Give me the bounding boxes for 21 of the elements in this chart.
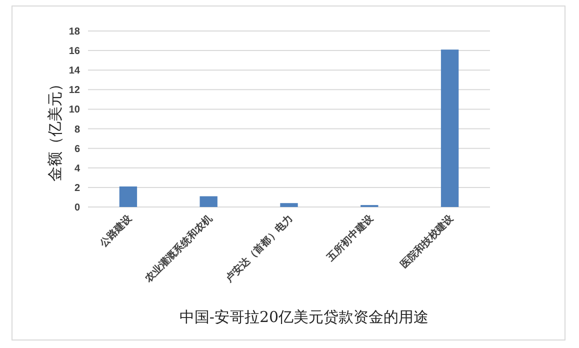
- x-tick-label: 医院和技校建设: [398, 212, 457, 271]
- y-tick-label: 2: [74, 182, 80, 194]
- bar: [119, 186, 138, 207]
- bar: [440, 50, 459, 207]
- y-tick-label: 16: [68, 46, 80, 58]
- y-tick-label: 4: [74, 163, 80, 174]
- y-tick-label: 0: [74, 202, 80, 214]
- bar: [200, 196, 218, 207]
- x-tick-label: 农业灌溉系统和农机: [142, 212, 215, 286]
- x-tick-label: 卢安达（首都）电力: [222, 212, 296, 286]
- x-tick-label: 五所初中建设: [324, 212, 376, 264]
- y-tick-label: 12: [68, 85, 80, 96]
- y-tick-label: 6: [74, 144, 80, 155]
- x-tick-label: 公路建设: [96, 212, 136, 250]
- y-tick-label: 14: [68, 66, 80, 77]
- x-axis-title: 中国-安哥拉20亿美元贷款资金的用途: [179, 308, 429, 326]
- y-tick-label: 18: [68, 26, 80, 38]
- y-axis-title: 金额（亿美元）: [46, 76, 64, 182]
- y-tick-label: 8: [74, 124, 80, 136]
- y-tick-label: 10: [68, 104, 80, 116]
- bar: [280, 203, 298, 207]
